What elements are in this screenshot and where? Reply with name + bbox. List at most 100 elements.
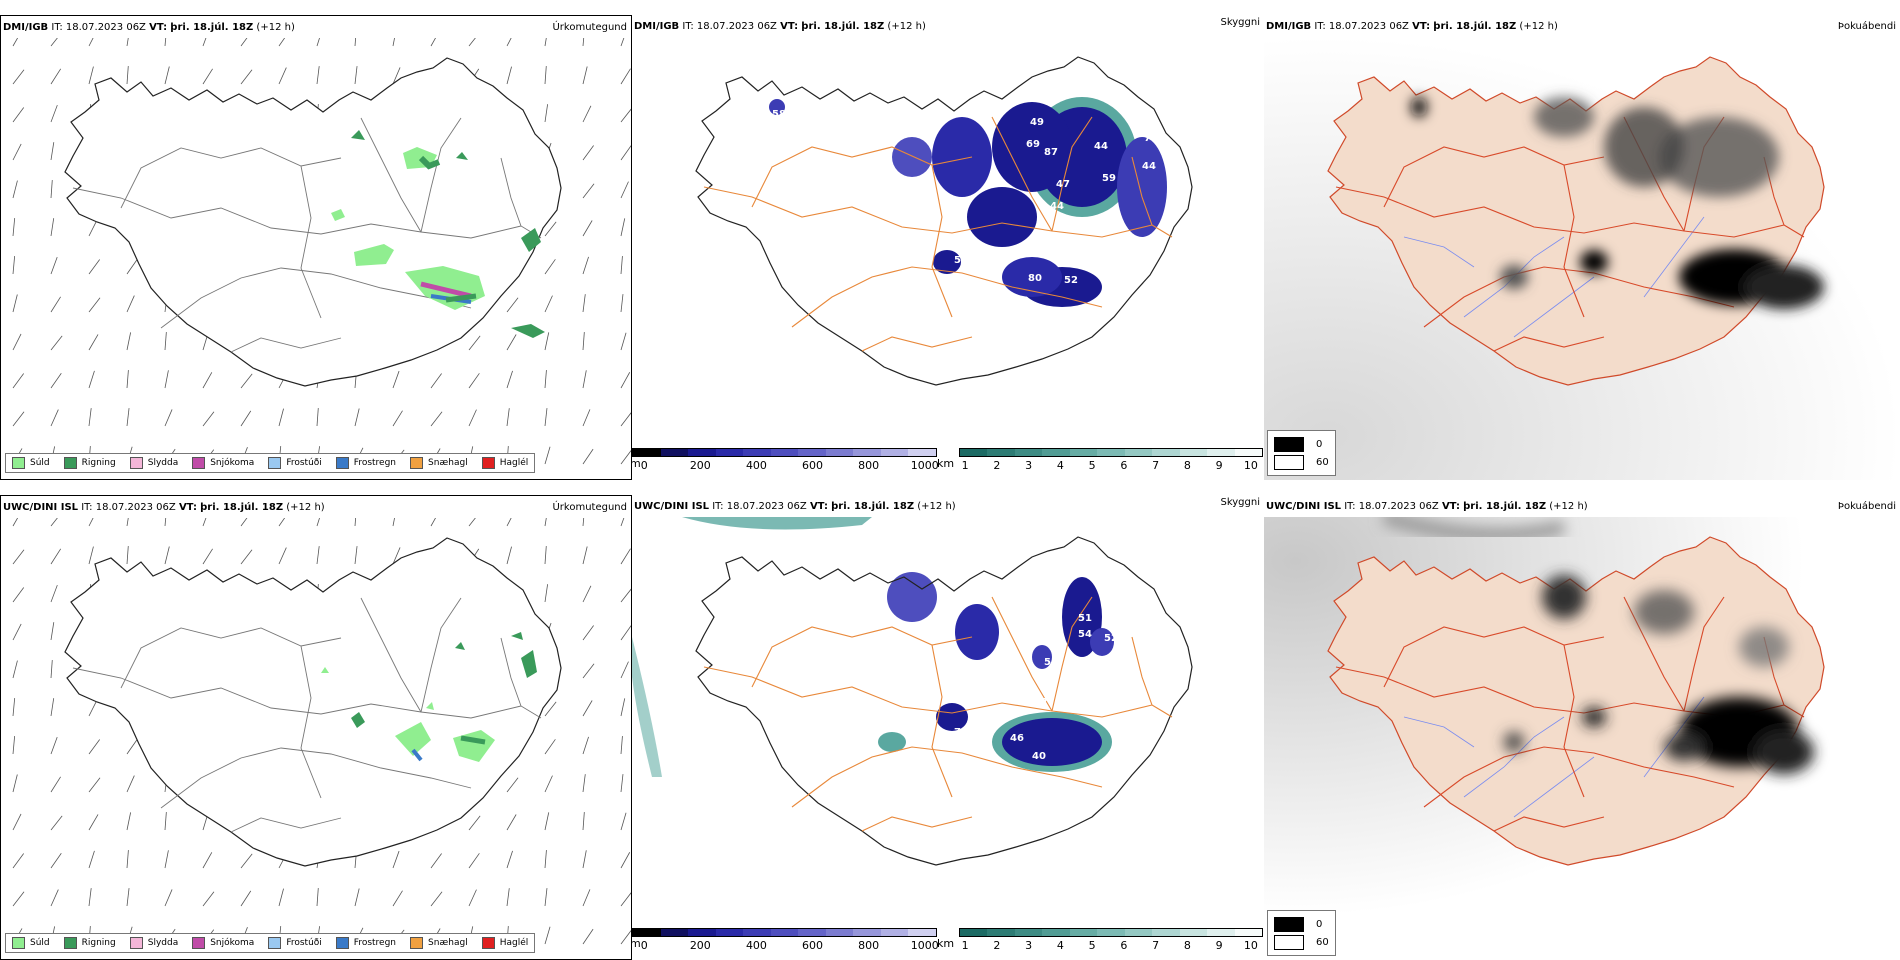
visibility-label: 7 [1146, 237, 1153, 248]
visibility-label: 59 [1102, 173, 1116, 184]
scale-unit: km [937, 457, 955, 470]
scale-tick: 10 [1243, 459, 1258, 472]
roads [72, 117, 542, 353]
roads [703, 116, 1173, 352]
legend-item: Slydda [129, 457, 178, 469]
panel-title: Þokuábendi [1837, 501, 1896, 512]
visibility-label: 74 [1144, 133, 1158, 144]
scale-tick: 1000 [910, 459, 939, 472]
visibility-panel-dmi: DMI/IGB IT: 18.07.2023 06Z VT: þri. 18.j… [632, 15, 1264, 480]
scale-tick: 1 [961, 459, 969, 472]
legend-item: Frostúði [268, 457, 322, 469]
legend-swatch [192, 937, 206, 949]
visibility-scale-km: 1 2 3 4 5 6 7 8 9 10 km [937, 448, 1263, 476]
fog-map [1264, 517, 1900, 960]
roads [72, 597, 542, 833]
legend-item: Snjókoma [192, 457, 254, 469]
scale-tick: 1000 [910, 939, 939, 952]
scale-tick: 0 [640, 939, 648, 952]
visibility-label: 66 [1110, 255, 1124, 266]
legend-item: 0 [1274, 915, 1329, 933]
precip-type-panel-uwc: UWC/DINI ISL IT: 18.07.2023 06Z VT: þri.… [0, 495, 632, 960]
visibility-label: 44 [1094, 141, 1108, 152]
visibility-label: 74 [1026, 589, 1040, 600]
visibility-label: 49 [1030, 117, 1044, 128]
panel-header: DMI/IGB IT: 18.07.2023 06Z VT: þri. 18.j… [1266, 21, 1558, 32]
visibility-label: 52 [1104, 633, 1118, 644]
scale-tick: 7 [1152, 459, 1160, 472]
visibility-label: 54 [1078, 629, 1092, 640]
legend-item: Haglél [481, 457, 528, 469]
visibility-label: 39 [1112, 743, 1126, 754]
legend-item: 60 [1274, 453, 1329, 471]
panel-title: Skyggni [1220, 17, 1260, 28]
fog-map [1264, 37, 1900, 480]
legend-item: Rigning [63, 937, 116, 949]
precip-areas [321, 632, 537, 762]
visibility-label: 44 [1050, 201, 1064, 212]
visibility-label: 80 [1028, 273, 1042, 284]
legend-item: Haglél [481, 937, 528, 949]
visibility-map: 52 74 51 54 52 53 57 72 46 40 39 46 [632, 517, 1193, 866]
fog-areas [878, 572, 1114, 772]
scale-tick: 4 [1056, 459, 1064, 472]
panel-title: Skyggni [1220, 497, 1260, 508]
scale-unit: m [632, 937, 641, 950]
precip-areas [331, 130, 545, 338]
scale-tick: 5 [1088, 459, 1096, 472]
iceland-outline [695, 536, 1193, 866]
iceland-outline [64, 57, 562, 387]
legend-item: Súld [12, 937, 50, 949]
legend-swatch [410, 937, 424, 949]
visibility-label: 40 [1032, 751, 1046, 762]
iceland-outline [64, 537, 562, 867]
precip-type-panel-dmi: DMI/IGB IT: 18.07.2023 06Z VT: þri. 18.j… [0, 15, 632, 480]
scale-tick: 3 [1025, 459, 1033, 472]
scale-tick: 200 [689, 939, 711, 952]
visibility-label: 52 [1026, 569, 1040, 580]
legend-swatch [63, 457, 77, 469]
scale-tick: 10 [1243, 939, 1258, 952]
legend-swatch [192, 457, 206, 469]
visibility-label: 46 [1098, 291, 1112, 302]
fog-index-panel-dmi: DMI/IGB IT: 18.07.2023 06Z VT: þri. 18.j… [1264, 15, 1900, 480]
legend-swatch [481, 457, 495, 469]
legend-swatch [481, 937, 495, 949]
legend-swatch [1274, 454, 1304, 470]
fog-legend: 0 60 [1267, 430, 1336, 476]
visibility-label: 44 [1142, 161, 1156, 172]
iceland-outline [1327, 536, 1825, 866]
scale-tick: 8 [1183, 939, 1191, 952]
visibility-panel-uwc: UWC/DINI ISL IT: 18.07.2023 06Z VT: þri.… [632, 495, 1264, 960]
visibility-label: 53 [1044, 657, 1058, 668]
scale-tick: 6 [1120, 939, 1128, 952]
visibility-scale-km: 1 2 3 4 5 6 7 8 9 10 km [937, 928, 1263, 956]
legend-swatch [1274, 436, 1304, 452]
legend-item: Slydda [129, 937, 178, 949]
scale-tick: 6 [1120, 459, 1128, 472]
visibility-label: 84 [1176, 175, 1190, 186]
visibility-labels: 52 74 51 54 52 53 57 72 46 40 39 46 [954, 569, 1126, 780]
legend-swatch [268, 937, 282, 949]
panel-title: Úrkomutegund [552, 22, 627, 33]
visibility-label: 46 [1010, 733, 1024, 744]
visibility-label: 43 [1122, 279, 1136, 290]
legend-item: Rigning [63, 457, 116, 469]
scale-unit: m [632, 457, 641, 470]
panel-title: Þokuábendi [1837, 21, 1896, 32]
scale-tick: 8 [1183, 459, 1191, 472]
scale-tick: 7 [1152, 939, 1160, 952]
legend-swatch [1274, 934, 1304, 950]
scale-tick: 600 [802, 459, 824, 472]
panel-header: DMI/IGB IT: 18.07.2023 06Z VT: þri. 18.j… [3, 22, 295, 33]
legend-swatch [63, 937, 77, 949]
legend-swatch [335, 937, 349, 949]
panel-title: Úrkomutegund [552, 502, 627, 513]
scale-tick: 9 [1215, 459, 1223, 472]
panel-header: DMI/IGB IT: 18.07.2023 06Z VT: þri. 18.j… [634, 21, 926, 32]
fog-index-panel-uwc: UWC/DINI ISL IT: 18.07.2023 06Z VT: þri.… [1264, 495, 1900, 960]
panel-header: UWC/DINI ISL IT: 18.07.2023 06Z VT: þri.… [634, 501, 956, 512]
panel-header: UWC/DINI ISL IT: 18.07.2023 06Z VT: þri.… [1266, 501, 1588, 512]
precip-map [12, 518, 631, 945]
fog-areas [769, 97, 1167, 307]
